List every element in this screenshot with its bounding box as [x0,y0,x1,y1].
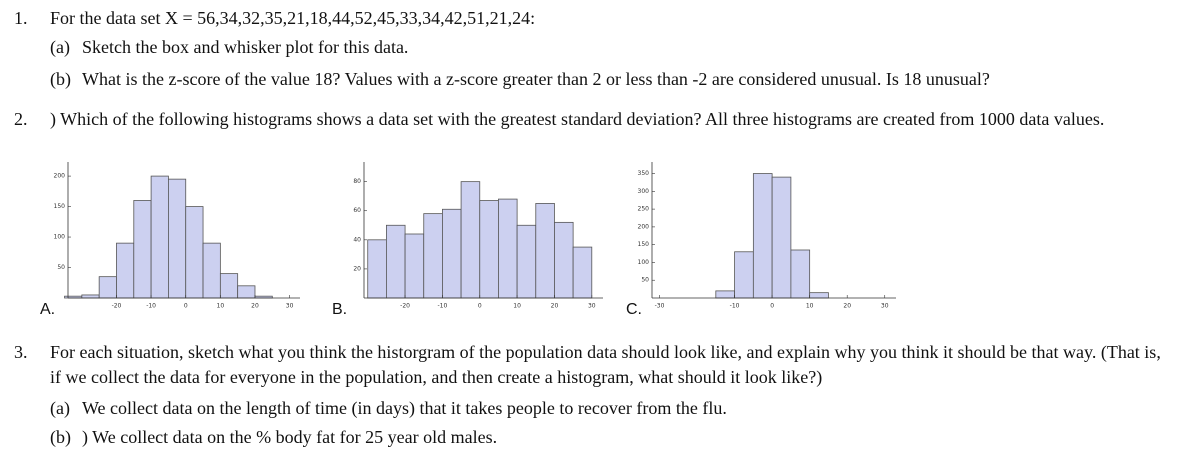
bar [572,246,593,299]
x-tick-label: 20 [843,303,851,310]
x-tick-label: -10 [438,303,448,310]
y-tick-label: 150 [638,241,650,248]
x-tick-label: 30 [881,303,889,310]
y-tick-label: 80 [353,178,361,185]
bar [535,203,555,299]
bar [237,285,256,299]
part-label: (b) [50,427,71,447]
x-tick-label: 10 [513,303,521,310]
x-tick-label: -20 [400,303,410,310]
y-tick-label: 40 [353,236,361,243]
bar [133,200,152,299]
x-tick-label: 20 [251,303,259,310]
y-tick-label: 100 [54,234,66,241]
bar [752,173,773,299]
panel-label: C. [626,301,642,318]
bar [423,213,443,299]
bar [479,200,499,299]
bar [98,276,117,299]
panel-label: B. [332,301,347,318]
bar [116,242,135,299]
item-number: 2. [14,109,28,129]
part-label: (a) [50,398,70,418]
x-tick-label: -10 [730,303,740,310]
y-tick-label: 300 [638,188,650,195]
bar [367,239,387,299]
item-text: For the data set X = 56,34,32,35,21,18,4… [50,8,536,28]
bar [554,221,574,299]
y-tick-label: 200 [54,173,66,180]
bar [404,233,425,299]
part-text: ) We collect data on the % body fat for … [82,427,498,447]
x-tick-label: -20 [112,303,122,310]
part-text: We collect data on the length of time (i… [82,398,727,418]
x-tick-label: -10 [146,303,156,310]
x-tick-label: 0 [184,303,188,310]
bar [460,181,481,299]
x-tick-label: 20 [551,303,559,310]
x-tick-label: 30 [588,303,596,310]
y-tick-label: 60 [353,207,361,214]
bar [219,273,239,299]
bar [516,224,537,299]
bar [734,251,754,299]
item-number: 3. [14,342,28,362]
bar [442,208,462,299]
x-tick-label: 10 [217,303,225,310]
y-tick-label: 50 [641,277,649,284]
y-tick-label: 250 [638,206,650,213]
x-tick-label: 0 [770,303,774,310]
part-text: What is the z-score of the value 18? Val… [82,69,990,89]
part-text: Sketch the box and whisker plot for this… [82,37,409,57]
y-tick-label: 20 [353,265,361,272]
bar [185,206,204,299]
item-text: ) Which of the following histograms show… [50,109,1105,129]
y-tick-label: 50 [57,264,65,271]
bar [771,176,792,299]
item-number: 1. [14,8,28,28]
x-tick-label: -30 [655,303,665,310]
y-tick-label: 200 [638,223,650,230]
bar [790,249,811,299]
x-tick-label: 10 [806,303,814,310]
bar [386,224,406,299]
bar [81,294,100,299]
panel-label: A. [40,301,55,318]
part-label: (b) [50,69,71,89]
y-tick-label: 350 [638,170,650,177]
x-tick-label: 30 [286,303,294,310]
bar [168,178,187,299]
item-text: For each situation, sketch what you thin… [50,342,1161,387]
bar [715,290,735,299]
bar [150,175,169,299]
y-tick-label: 100 [638,259,650,266]
part-label: (a) [50,37,70,57]
bar [498,198,518,299]
y-tick-label: 150 [54,203,66,210]
x-tick-label: 0 [478,303,482,310]
bar [809,292,829,299]
bar [202,242,221,299]
